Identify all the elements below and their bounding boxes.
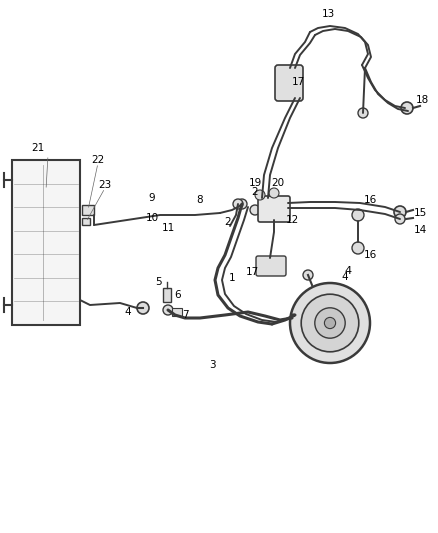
Text: 2: 2 <box>225 217 231 227</box>
Circle shape <box>290 283 370 363</box>
Text: 18: 18 <box>415 95 429 105</box>
Circle shape <box>255 190 265 200</box>
Bar <box>82 205 94 215</box>
Bar <box>82 218 90 225</box>
Text: 11: 11 <box>161 223 175 233</box>
Text: 17: 17 <box>245 267 258 277</box>
Text: 4: 4 <box>125 307 131 317</box>
Bar <box>163 288 171 302</box>
Circle shape <box>315 308 345 338</box>
Text: 14: 14 <box>413 225 427 235</box>
FancyBboxPatch shape <box>258 196 290 222</box>
Text: 22: 22 <box>92 155 105 165</box>
Text: 15: 15 <box>413 208 427 218</box>
Bar <box>12 160 80 325</box>
FancyBboxPatch shape <box>256 256 286 276</box>
Text: 4: 4 <box>342 272 348 282</box>
FancyBboxPatch shape <box>275 65 303 101</box>
Circle shape <box>303 270 313 280</box>
Circle shape <box>233 199 243 209</box>
Circle shape <box>137 302 149 314</box>
Bar <box>172 308 182 316</box>
Text: 12: 12 <box>286 215 299 225</box>
Text: 21: 21 <box>32 143 45 153</box>
Text: 5: 5 <box>155 277 161 287</box>
Text: 2: 2 <box>252 187 258 197</box>
Circle shape <box>269 188 279 198</box>
Circle shape <box>237 199 247 209</box>
Circle shape <box>358 108 368 118</box>
Text: 9: 9 <box>148 193 155 203</box>
Text: 10: 10 <box>145 213 159 223</box>
Circle shape <box>401 102 413 114</box>
Circle shape <box>352 209 364 221</box>
Circle shape <box>163 305 173 315</box>
Circle shape <box>395 214 405 224</box>
Text: 23: 23 <box>99 180 112 190</box>
Circle shape <box>394 206 406 218</box>
Text: 1: 1 <box>229 273 235 283</box>
Text: 19: 19 <box>248 178 261 188</box>
Circle shape <box>301 294 359 352</box>
Text: 20: 20 <box>272 178 285 188</box>
Circle shape <box>250 205 260 215</box>
Text: 16: 16 <box>364 250 377 260</box>
Circle shape <box>325 317 336 329</box>
Text: 16: 16 <box>364 195 377 205</box>
Text: 7: 7 <box>182 310 188 320</box>
Text: 17: 17 <box>291 77 304 87</box>
Circle shape <box>352 242 364 254</box>
Text: 6: 6 <box>175 290 181 300</box>
Text: 13: 13 <box>321 9 335 19</box>
Text: 3: 3 <box>208 360 215 370</box>
Text: 8: 8 <box>197 195 203 205</box>
Text: 4: 4 <box>344 266 352 276</box>
